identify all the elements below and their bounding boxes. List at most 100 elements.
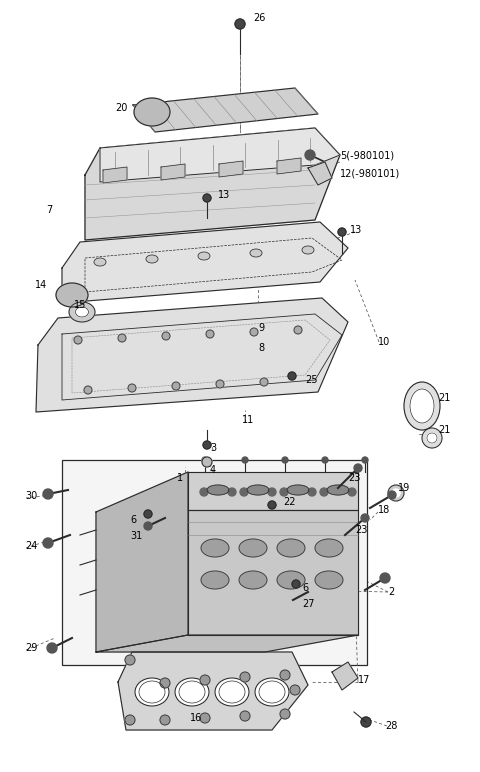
Ellipse shape xyxy=(250,249,262,257)
Text: 21: 21 xyxy=(438,425,450,435)
Text: 6: 6 xyxy=(302,583,308,593)
Circle shape xyxy=(348,488,356,496)
Text: 26: 26 xyxy=(253,13,265,23)
Ellipse shape xyxy=(135,678,169,706)
Circle shape xyxy=(282,457,288,463)
Text: 28: 28 xyxy=(385,721,397,731)
Polygon shape xyxy=(100,128,340,182)
Circle shape xyxy=(362,457,368,463)
Circle shape xyxy=(288,372,296,380)
Text: 13: 13 xyxy=(350,225,362,235)
Polygon shape xyxy=(96,472,188,652)
Circle shape xyxy=(361,514,369,522)
Circle shape xyxy=(202,457,212,467)
Ellipse shape xyxy=(134,98,170,126)
Polygon shape xyxy=(188,510,358,635)
Ellipse shape xyxy=(404,382,440,430)
Circle shape xyxy=(172,382,180,390)
Text: 5(-980101): 5(-980101) xyxy=(340,150,394,160)
Text: 8: 8 xyxy=(258,343,264,353)
Text: 30: 30 xyxy=(25,491,37,501)
Circle shape xyxy=(216,380,224,388)
Circle shape xyxy=(43,538,53,548)
Circle shape xyxy=(250,328,258,336)
Text: 31: 31 xyxy=(130,531,142,541)
Polygon shape xyxy=(96,635,358,652)
Ellipse shape xyxy=(255,678,289,706)
Text: 23: 23 xyxy=(348,473,360,483)
Text: 3: 3 xyxy=(210,443,216,453)
Text: 24: 24 xyxy=(25,541,37,551)
Circle shape xyxy=(206,330,214,338)
Text: 17: 17 xyxy=(358,675,371,685)
Circle shape xyxy=(388,491,396,499)
Ellipse shape xyxy=(56,283,88,307)
Circle shape xyxy=(268,488,276,496)
Circle shape xyxy=(392,489,400,497)
Circle shape xyxy=(203,194,211,202)
Circle shape xyxy=(427,433,437,443)
Circle shape xyxy=(290,685,300,695)
Text: 1: 1 xyxy=(177,473,183,483)
Circle shape xyxy=(242,457,248,463)
Circle shape xyxy=(84,386,92,394)
Circle shape xyxy=(422,428,442,448)
Polygon shape xyxy=(308,162,332,185)
Circle shape xyxy=(74,336,82,344)
Text: 7: 7 xyxy=(46,205,52,215)
Circle shape xyxy=(160,678,170,688)
Bar xyxy=(62,460,367,665)
Circle shape xyxy=(203,441,211,449)
Circle shape xyxy=(280,670,290,680)
Polygon shape xyxy=(133,88,318,132)
Ellipse shape xyxy=(75,307,88,317)
Ellipse shape xyxy=(302,246,314,254)
Text: 21: 21 xyxy=(438,393,450,403)
Ellipse shape xyxy=(315,539,343,557)
Polygon shape xyxy=(219,161,243,177)
Ellipse shape xyxy=(175,678,209,706)
Circle shape xyxy=(200,713,210,723)
Text: 29: 29 xyxy=(25,643,37,653)
Circle shape xyxy=(240,672,250,682)
Circle shape xyxy=(380,573,390,583)
Text: 6: 6 xyxy=(130,515,136,525)
Circle shape xyxy=(125,655,135,665)
Ellipse shape xyxy=(94,258,106,266)
Polygon shape xyxy=(85,128,340,240)
Ellipse shape xyxy=(201,539,229,557)
Polygon shape xyxy=(118,652,308,730)
Circle shape xyxy=(202,457,208,463)
Ellipse shape xyxy=(139,681,165,703)
Polygon shape xyxy=(36,298,348,412)
Circle shape xyxy=(322,457,328,463)
Text: 10: 10 xyxy=(378,337,390,347)
Circle shape xyxy=(128,384,136,392)
Ellipse shape xyxy=(179,681,205,703)
Circle shape xyxy=(292,580,300,588)
Text: 13: 13 xyxy=(218,190,230,200)
Circle shape xyxy=(308,488,316,496)
Polygon shape xyxy=(161,164,185,180)
Circle shape xyxy=(43,489,53,499)
Text: 18: 18 xyxy=(378,505,390,515)
Circle shape xyxy=(118,334,126,342)
Ellipse shape xyxy=(207,485,229,495)
Text: 20: 20 xyxy=(116,103,128,113)
Ellipse shape xyxy=(277,571,305,589)
Circle shape xyxy=(125,715,135,725)
Circle shape xyxy=(235,19,245,29)
Text: 4: 4 xyxy=(210,465,216,475)
Circle shape xyxy=(338,228,346,236)
Polygon shape xyxy=(332,662,358,690)
Circle shape xyxy=(144,522,152,530)
Circle shape xyxy=(240,488,248,496)
Ellipse shape xyxy=(327,485,349,495)
Circle shape xyxy=(200,675,210,685)
Circle shape xyxy=(160,715,170,725)
Circle shape xyxy=(388,485,404,501)
Circle shape xyxy=(240,711,250,721)
Circle shape xyxy=(305,150,315,160)
Ellipse shape xyxy=(259,681,285,703)
Ellipse shape xyxy=(219,681,245,703)
